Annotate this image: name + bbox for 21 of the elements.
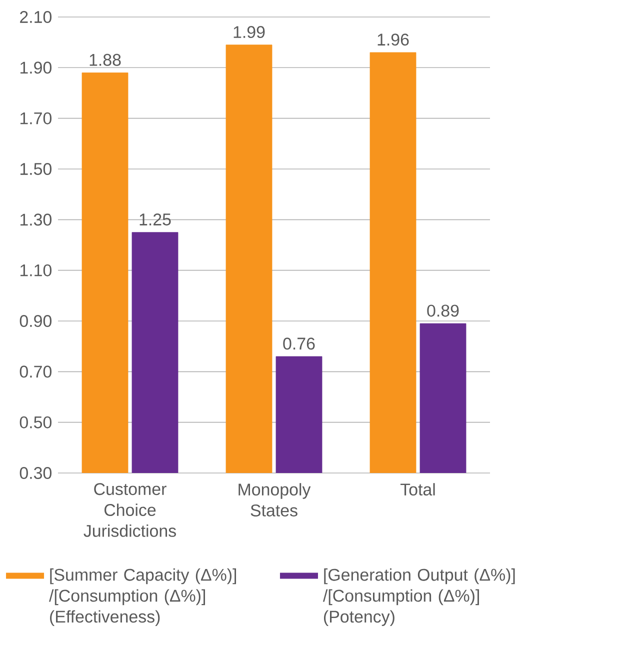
y-tick-label: 0.50 <box>20 416 52 428</box>
y-tick-label: 0.70 <box>20 366 52 378</box>
y-tick-label: 1.90 <box>20 62 52 74</box>
x-tick-label: Customer Choice Jurisdictions <box>84 483 176 537</box>
x-tick-label: Total <box>400 483 435 496</box>
y-tick-label: 1.50 <box>20 163 52 175</box>
x-tick-label: Monopoly States <box>238 483 311 516</box>
data-label: 0.76 <box>283 338 315 350</box>
data-label: 1.25 <box>140 213 171 226</box>
y-tick-label: 0.90 <box>20 315 52 327</box>
y-tick-label: 1.70 <box>20 112 52 124</box>
data-label: 1.99 <box>234 26 265 38</box>
y-tick-label: 2.10 <box>20 10 52 23</box>
y-tick-label: 1.10 <box>20 264 52 276</box>
y-tick-label: 0.30 <box>20 467 52 479</box>
data-label: 1.96 <box>378 34 409 46</box>
data-label: 1.88 <box>90 54 121 66</box>
legend-label: [Summer Capacity (Δ%)] /[Consumption (Δ%)] (Effectiveness) <box>49 568 236 626</box>
legend-label: [Generation Output (Δ%)] /[Consumption (Δ%)] (Potency) <box>322 568 515 626</box>
y-tick-label: 1.30 <box>20 214 52 226</box>
data-label: 0.89 <box>427 304 459 317</box>
